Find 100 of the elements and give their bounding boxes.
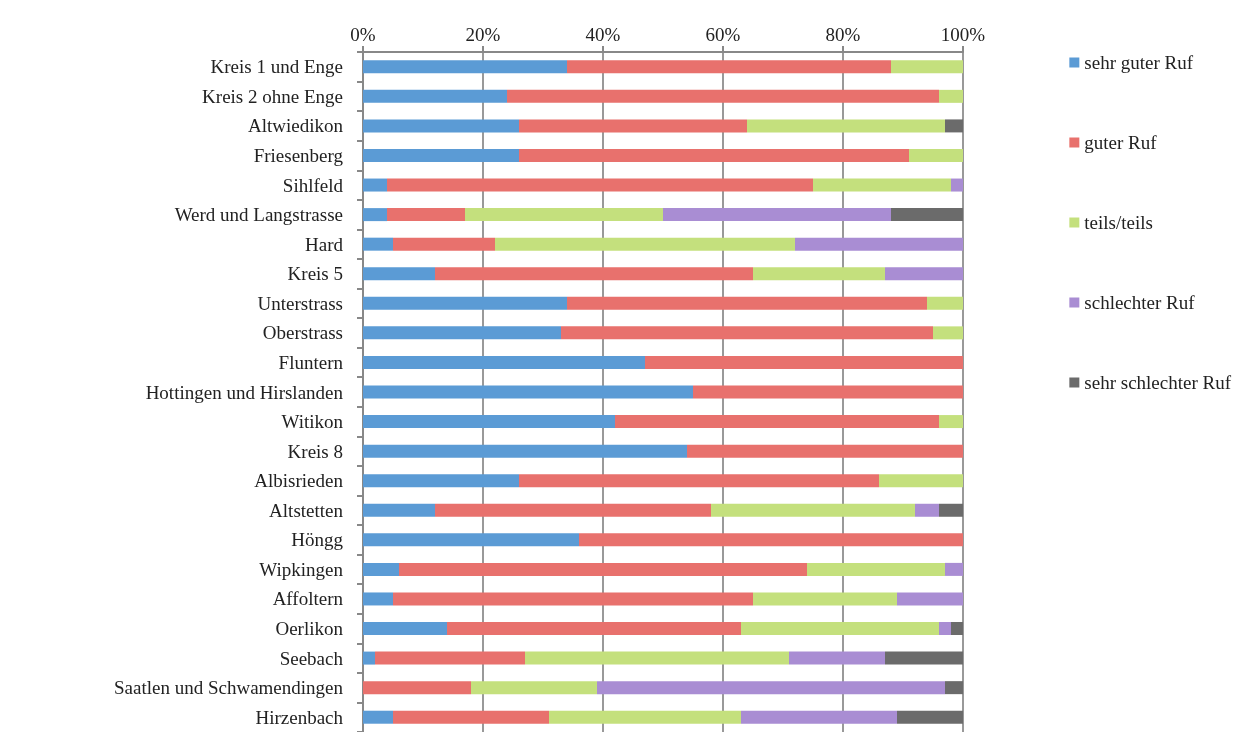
y-tick-label: Oberstrass <box>262 322 343 344</box>
bar <box>567 296 927 310</box>
legend-label: guter Ruf <box>1084 132 1158 153</box>
bar <box>519 148 909 162</box>
y-tick-label: Höngg <box>291 529 344 551</box>
x-tick-label: 60% <box>705 24 741 45</box>
bar <box>393 592 753 606</box>
y-tick-label: Kreis 5 <box>287 263 343 285</box>
bar <box>927 296 963 310</box>
bar <box>753 592 897 606</box>
bar <box>363 326 561 340</box>
bar <box>711 503 915 517</box>
bar <box>549 710 741 724</box>
y-tick-label: Hard <box>305 233 344 255</box>
bar <box>939 415 963 429</box>
bar <box>363 267 435 281</box>
bar <box>741 710 897 724</box>
bar <box>363 474 519 488</box>
x-tick-label: 40% <box>585 24 621 45</box>
bar <box>915 503 939 517</box>
y-tick-label: Hirzenbach <box>255 706 344 728</box>
bar <box>945 562 963 576</box>
x-tick-label: 0% <box>350 24 376 45</box>
y-tick-label: Unterstrass <box>257 292 343 314</box>
bar <box>741 622 939 636</box>
bar <box>363 237 393 251</box>
bar <box>363 651 375 665</box>
bar <box>813 178 951 192</box>
bar <box>447 622 741 636</box>
x-tick-label: 20% <box>465 24 501 45</box>
y-tick-label: Altwiedikon <box>248 115 344 137</box>
y-tick-label: Saatlen und Schwamendingen <box>113 677 344 699</box>
bar <box>567 60 891 74</box>
bar <box>951 178 963 192</box>
bar <box>795 237 963 251</box>
bar <box>807 562 945 576</box>
bar <box>909 148 963 162</box>
bar <box>435 267 753 281</box>
bar <box>519 119 747 133</box>
legend-label: teils/teils <box>1084 212 1153 233</box>
bar <box>363 533 579 547</box>
bar <box>363 208 387 222</box>
bar <box>939 89 963 103</box>
bar <box>939 503 963 517</box>
y-tick-label: Witikon <box>281 411 344 433</box>
bar <box>645 355 963 369</box>
bar <box>891 208 963 222</box>
y-tick-label: Werd und Langstrasse <box>174 204 343 226</box>
bar <box>687 444 963 458</box>
bar <box>579 533 963 547</box>
bar <box>363 592 393 606</box>
bar <box>387 208 465 222</box>
bar <box>885 651 963 665</box>
bar <box>363 296 567 310</box>
bar <box>363 178 387 192</box>
bar <box>693 385 963 399</box>
y-tick-label: Friesenberg <box>253 144 344 166</box>
bar <box>945 119 963 133</box>
bar <box>663 208 891 222</box>
legend-label: sehr schlechter Ruf <box>1084 372 1232 393</box>
y-tick-label: Sihlfeld <box>282 174 344 196</box>
y-tick-label: Wipkingen <box>259 558 344 580</box>
bar <box>891 60 963 74</box>
bar <box>393 237 495 251</box>
bar <box>939 622 951 636</box>
y-tick-label: Seebach <box>279 647 344 669</box>
bar <box>753 267 885 281</box>
x-tick-label: 100% <box>940 24 986 45</box>
bar <box>519 474 879 488</box>
bar <box>387 178 813 192</box>
bar <box>363 444 687 458</box>
bar <box>363 562 399 576</box>
y-tick-label: Kreis 1 und Enge <box>210 56 343 78</box>
y-tick-label: Kreis 2 ohne Enge <box>202 85 343 107</box>
bar <box>435 503 711 517</box>
bar <box>363 503 435 517</box>
bar <box>945 681 963 695</box>
y-tick-label: Albisrieden <box>254 470 344 492</box>
bar <box>363 119 519 133</box>
bar <box>471 681 597 695</box>
bar <box>399 562 807 576</box>
bar <box>747 119 945 133</box>
bar <box>375 651 525 665</box>
bar <box>879 474 963 488</box>
bar <box>363 385 693 399</box>
bar <box>789 651 885 665</box>
bar <box>363 681 471 695</box>
legend-label: sehr guter Ruf <box>1084 52 1194 73</box>
bar <box>393 710 549 724</box>
bar <box>561 326 933 340</box>
legend-label: schlechter Ruf <box>1084 292 1196 313</box>
bar <box>897 710 963 724</box>
y-tick-label: Altstetten <box>269 499 344 521</box>
x-tick-label: 80% <box>825 24 861 45</box>
y-tick-label: Oerlikon <box>275 618 344 640</box>
y-tick-label: Fluntern <box>278 351 344 373</box>
bar <box>363 622 447 636</box>
bar <box>363 148 519 162</box>
bar <box>525 651 789 665</box>
bar <box>363 710 393 724</box>
